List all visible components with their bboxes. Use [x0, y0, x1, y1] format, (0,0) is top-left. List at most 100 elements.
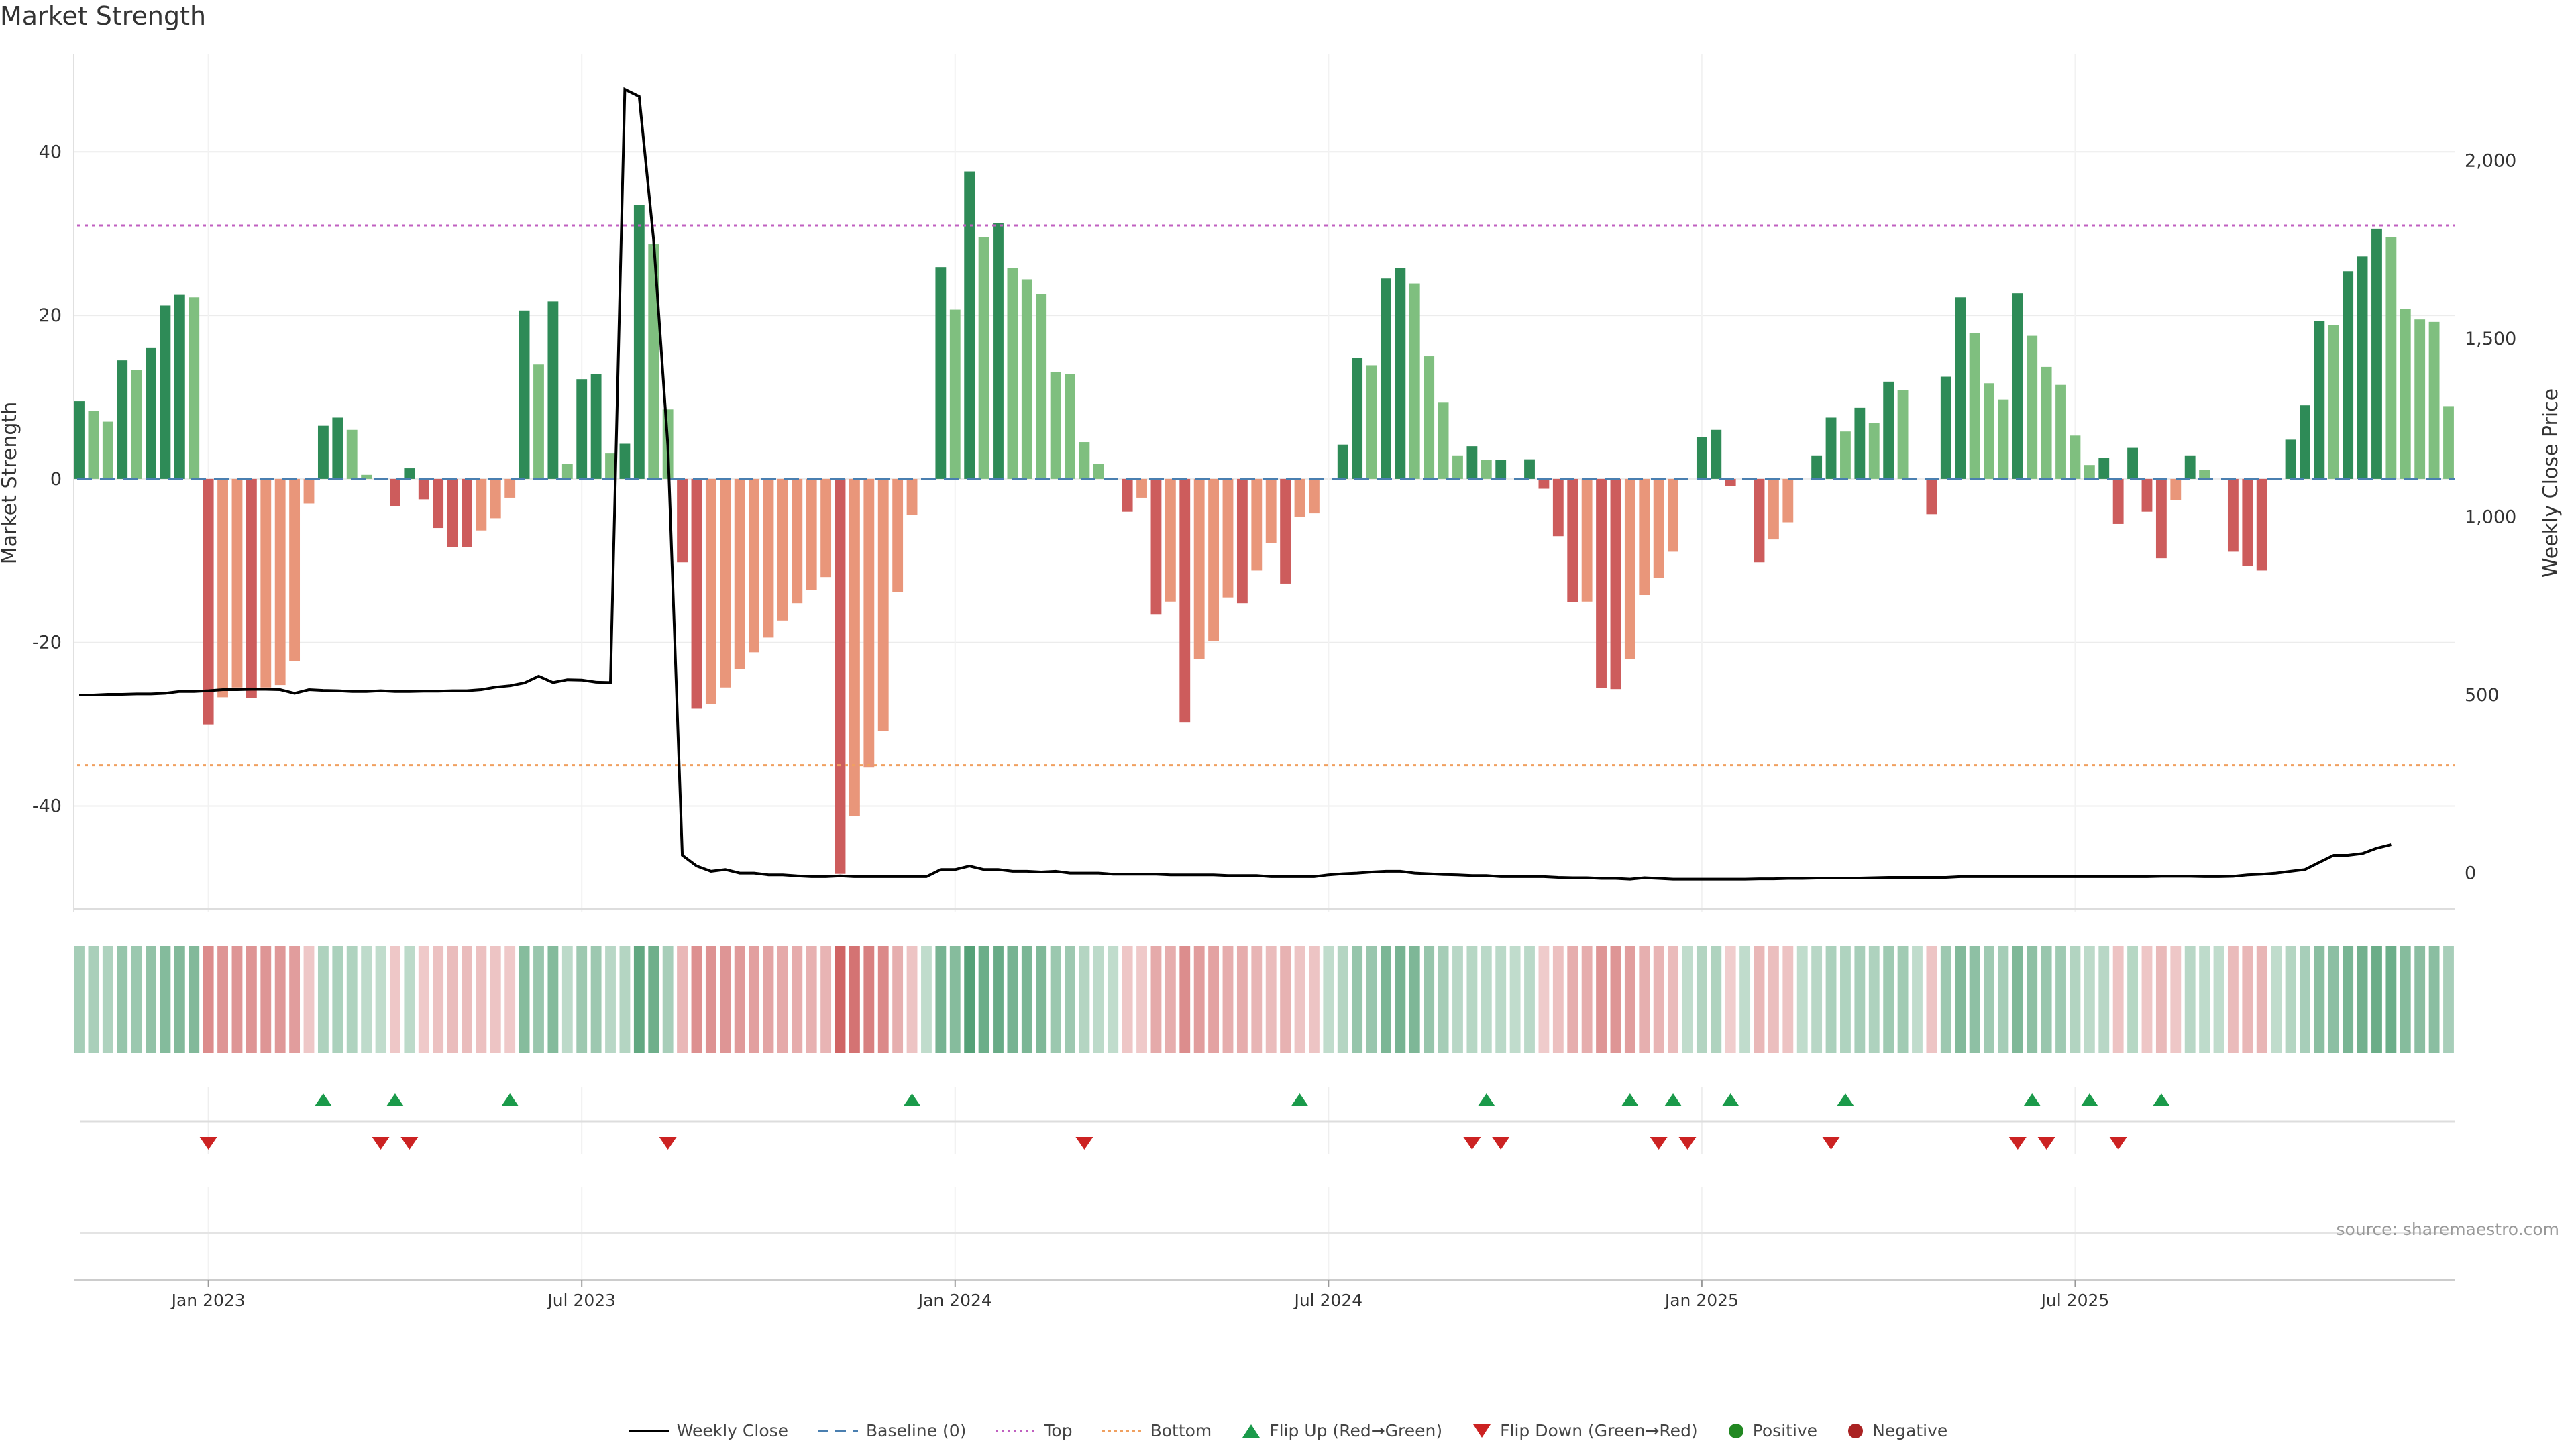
heat-strip-cell [1725, 946, 1736, 1053]
heat-strip-cell [2314, 946, 2325, 1053]
heat-strip-cell [2271, 946, 2282, 1053]
heat-strip-cell [1065, 946, 1075, 1053]
heat-strip-cell [1093, 946, 1104, 1053]
heat-strip-cell [274, 946, 286, 1053]
strength-bar [1280, 478, 1291, 584]
heat-strip-cell [877, 946, 889, 1053]
strength-bar [289, 478, 301, 661]
flip-down-marker [2008, 1137, 2027, 1150]
heat-strip-cell [1265, 946, 1277, 1053]
heat-strip-cell [2141, 946, 2153, 1053]
strength-bar [1294, 478, 1305, 517]
strength-bar [1079, 442, 1090, 479]
strength-bar [677, 478, 688, 563]
heat-strip-cell [633, 946, 645, 1053]
heat-strip-cell [1036, 946, 1047, 1053]
heat-strip-cell [1840, 946, 1851, 1053]
strength-bar [1265, 478, 1277, 543]
flip-up-marker [1621, 1093, 1639, 1106]
heat-strip-cell [303, 946, 315, 1053]
heat-strip-cell [1768, 946, 1779, 1053]
flip-up-marker [1477, 1093, 1495, 1106]
heat-strip-cell [1912, 946, 1923, 1053]
chart-legend: Weekly Close Baseline (0) Top Bottom Fli… [0, 1421, 2576, 1440]
heat-strip-cell [217, 946, 228, 1053]
heat-strip-cell [2428, 946, 2440, 1053]
flip-down-marker [1492, 1137, 1510, 1150]
heat-strip-cell [2371, 946, 2382, 1053]
legend-item-top: Top [996, 1421, 1073, 1440]
flip-down-marker [1075, 1137, 1093, 1150]
y-tick-label: 40 [39, 142, 62, 162]
heat-strip-cell [949, 946, 961, 1053]
heat-strip-cell [1940, 946, 1951, 1053]
strength-bar [1567, 478, 1578, 602]
legend-item-flip-down: Flip Down (Green→Red) [1472, 1421, 1698, 1440]
strength-bar [1538, 478, 1550, 489]
strength-bar [835, 478, 846, 874]
heat-strip-cell [1682, 946, 1693, 1053]
strength-bar [2141, 478, 2153, 512]
strength-bar [1897, 390, 1909, 479]
flip-up-marker [2152, 1093, 2170, 1106]
heat-strip-cell [763, 946, 774, 1053]
strength-bar [1179, 478, 1191, 723]
heat-strip-cell [375, 946, 386, 1053]
strength-bar [519, 310, 530, 479]
flip-down-marker [372, 1137, 390, 1150]
heat-strip-cell [777, 946, 788, 1053]
x-tick-label: Jan 2025 [1664, 1291, 1739, 1310]
heat-strip-cell [533, 946, 544, 1053]
heat-strip-cell [978, 946, 989, 1053]
heat-strip-cell [892, 946, 904, 1053]
heat-strip-cell [849, 946, 860, 1053]
heat-strip-cell [1639, 946, 1650, 1053]
strength-bar [2357, 256, 2368, 479]
heat-strip-cell [921, 946, 932, 1053]
heat-strip-cell [1897, 946, 1909, 1053]
strength-bar [2027, 335, 2038, 479]
flip-up-marker [1291, 1093, 1309, 1106]
heat-strip-cell [260, 946, 272, 1053]
strength-bar [1122, 478, 1133, 512]
strength-bar [2012, 293, 2023, 479]
heat-strip-cell [1711, 946, 1722, 1053]
strength-bar [1136, 478, 1147, 498]
strength-bar [1926, 478, 1937, 515]
heat-strip-cell [2084, 946, 2095, 1053]
strength-bar [720, 478, 731, 688]
heat-strip-cell [203, 946, 214, 1053]
strength-bar [1955, 297, 1966, 479]
strength-bar [749, 478, 760, 653]
weekly-close-line [79, 87, 2392, 881]
heat-strip-cell [576, 946, 588, 1053]
heat-strip-cell [1222, 946, 1234, 1053]
strength-bar [1381, 278, 1391, 479]
heat-strip-cell [1337, 946, 1348, 1053]
heat-strip-cell [1452, 946, 1463, 1053]
heat-strip-cell [289, 946, 301, 1053]
heat-strip-cell [1050, 946, 1061, 1053]
strength-bar [1165, 478, 1176, 602]
heat-strip-cell [1179, 946, 1191, 1053]
strength-bar [734, 478, 745, 669]
strength-bar [390, 478, 400, 506]
heat-strip-cell [1984, 946, 1994, 1053]
flip-up-marker [386, 1093, 404, 1106]
strength-bar [361, 474, 372, 479]
heat-strip-cell [346, 946, 358, 1053]
source-credit: source: sharemaestro.com [2336, 1220, 2560, 1239]
heat-strip-cell [1136, 946, 1147, 1053]
strength-bar [1424, 356, 1435, 479]
strength-bar [2385, 237, 2397, 479]
heat-strip-cell [2041, 946, 2052, 1053]
heat-strip-cell [1079, 946, 1090, 1053]
legend-label: Bottom [1150, 1421, 1212, 1440]
strength-bar [231, 478, 243, 688]
strength-bar [1193, 478, 1205, 659]
strength-bar [476, 478, 487, 531]
strength-bar [1668, 478, 1678, 552]
heat-strip-cell [74, 946, 85, 1053]
heat-strip-cell [476, 946, 487, 1053]
heat-strip-cell [705, 946, 716, 1053]
